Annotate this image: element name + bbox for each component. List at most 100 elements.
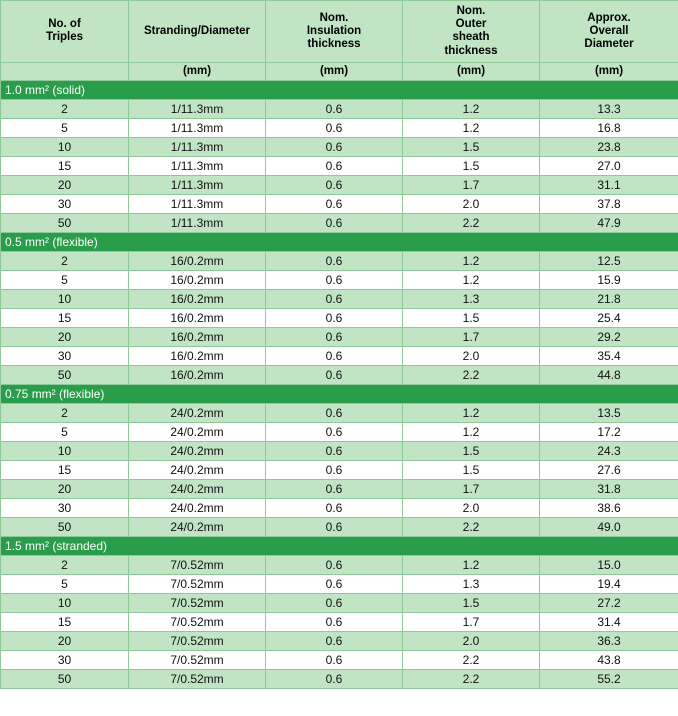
cell: 1/11.3mm — [129, 176, 266, 195]
cell: 0.6 — [266, 670, 403, 689]
cell: 1/11.3mm — [129, 157, 266, 176]
table-row: 524/0.2mm0.61.217.2 — [1, 423, 678, 442]
col-header-diameter: Approx.OverallDiameter — [540, 1, 678, 63]
cell: 1.5 — [403, 461, 540, 480]
cell: 16/0.2mm — [129, 271, 266, 290]
cell: 12.5 — [540, 252, 678, 271]
cell: 50 — [1, 518, 129, 537]
cell: 27.2 — [540, 594, 678, 613]
section-title: 1.0 mm² (solid) — [1, 81, 678, 100]
table-body: 1.0 mm² (solid)21/11.3mm0.61.213.351/11.… — [1, 81, 678, 689]
cell: 0.6 — [266, 119, 403, 138]
cell: 0.6 — [266, 309, 403, 328]
section-title: 0.75 mm² (flexible) — [1, 385, 678, 404]
cell: 0.6 — [266, 366, 403, 385]
cell: 16/0.2mm — [129, 347, 266, 366]
cell: 13.5 — [540, 404, 678, 423]
cell: 35.4 — [540, 347, 678, 366]
table-row: 2024/0.2mm0.61.731.8 — [1, 480, 678, 499]
table-row: 1516/0.2mm0.61.525.4 — [1, 309, 678, 328]
cell: 2.2 — [403, 518, 540, 537]
cell: 1.2 — [403, 556, 540, 575]
cell: 24/0.2mm — [129, 404, 266, 423]
col-unit-sheath: (mm) — [403, 62, 540, 80]
cell: 0.6 — [266, 404, 403, 423]
table-row: 507/0.52mm0.62.255.2 — [1, 670, 678, 689]
cell: 7/0.52mm — [129, 613, 266, 632]
col-unit-diameter: (mm) — [540, 62, 678, 80]
cell: 16/0.2mm — [129, 309, 266, 328]
cell: 0.6 — [266, 214, 403, 233]
cell: 1.7 — [403, 480, 540, 499]
cell: 0.6 — [266, 157, 403, 176]
header-row-units: (mm) (mm) (mm) (mm) — [1, 62, 678, 80]
table-row: 5024/0.2mm0.62.249.0 — [1, 518, 678, 537]
cell: 5 — [1, 575, 129, 594]
cell: 0.6 — [266, 632, 403, 651]
cell: 16/0.2mm — [129, 290, 266, 309]
cell: 10 — [1, 290, 129, 309]
col-header-sheath: Nom.Outersheaththickness — [403, 1, 540, 63]
cell: 2.0 — [403, 347, 540, 366]
cell: 7/0.52mm — [129, 632, 266, 651]
cell: 7/0.52mm — [129, 575, 266, 594]
cell: 24/0.2mm — [129, 499, 266, 518]
cell: 0.6 — [266, 575, 403, 594]
cell: 15.0 — [540, 556, 678, 575]
cell: 1.5 — [403, 594, 540, 613]
table-row: 216/0.2mm0.61.212.5 — [1, 252, 678, 271]
table-row: 1524/0.2mm0.61.527.6 — [1, 461, 678, 480]
cell: 5 — [1, 423, 129, 442]
cell: 30 — [1, 499, 129, 518]
cell: 0.6 — [266, 176, 403, 195]
cell: 15 — [1, 613, 129, 632]
table-row: 207/0.52mm0.62.036.3 — [1, 632, 678, 651]
cell: 10 — [1, 594, 129, 613]
cell: 0.6 — [266, 594, 403, 613]
cell: 1.2 — [403, 423, 540, 442]
cell: 0.6 — [266, 442, 403, 461]
cell: 1.5 — [403, 309, 540, 328]
cell: 30 — [1, 347, 129, 366]
cell: 1.2 — [403, 404, 540, 423]
cell: 21.8 — [540, 290, 678, 309]
cell: 2.0 — [403, 195, 540, 214]
cell: 38.6 — [540, 499, 678, 518]
cell: 36.3 — [540, 632, 678, 651]
table-row: 107/0.52mm0.61.527.2 — [1, 594, 678, 613]
cell: 1.2 — [403, 252, 540, 271]
cell: 10 — [1, 138, 129, 157]
cell: 50 — [1, 670, 129, 689]
cell: 2.2 — [403, 651, 540, 670]
cell: 16/0.2mm — [129, 328, 266, 347]
cell: 24.3 — [540, 442, 678, 461]
cell: 7/0.52mm — [129, 651, 266, 670]
cell: 7/0.52mm — [129, 670, 266, 689]
cell: 30 — [1, 195, 129, 214]
table-row: 1016/0.2mm0.61.321.8 — [1, 290, 678, 309]
table-row: 157/0.52mm0.61.731.4 — [1, 613, 678, 632]
cell: 29.2 — [540, 328, 678, 347]
cell: 27.0 — [540, 157, 678, 176]
cell: 50 — [1, 366, 129, 385]
cable-spec-table: No. ofTriples Stranding/Diameter Nom.Ins… — [0, 0, 678, 689]
cell: 37.8 — [540, 195, 678, 214]
table-row: 301/11.3mm0.62.037.8 — [1, 195, 678, 214]
cell: 0.6 — [266, 651, 403, 670]
cell: 1.5 — [403, 138, 540, 157]
cell: 1.3 — [403, 290, 540, 309]
col-unit-triples — [1, 62, 129, 80]
cell: 1/11.3mm — [129, 100, 266, 119]
cell: 0.6 — [266, 138, 403, 157]
cell: 1.7 — [403, 613, 540, 632]
cell: 31.8 — [540, 480, 678, 499]
cell: 25.4 — [540, 309, 678, 328]
table-row: 51/11.3mm0.61.216.8 — [1, 119, 678, 138]
table-row: 3016/0.2mm0.62.035.4 — [1, 347, 678, 366]
cell: 19.4 — [540, 575, 678, 594]
table-row: 1024/0.2mm0.61.524.3 — [1, 442, 678, 461]
cell: 0.6 — [266, 195, 403, 214]
cell: 23.8 — [540, 138, 678, 157]
table-header: No. ofTriples Stranding/Diameter Nom.Ins… — [1, 1, 678, 81]
cell: 15 — [1, 461, 129, 480]
